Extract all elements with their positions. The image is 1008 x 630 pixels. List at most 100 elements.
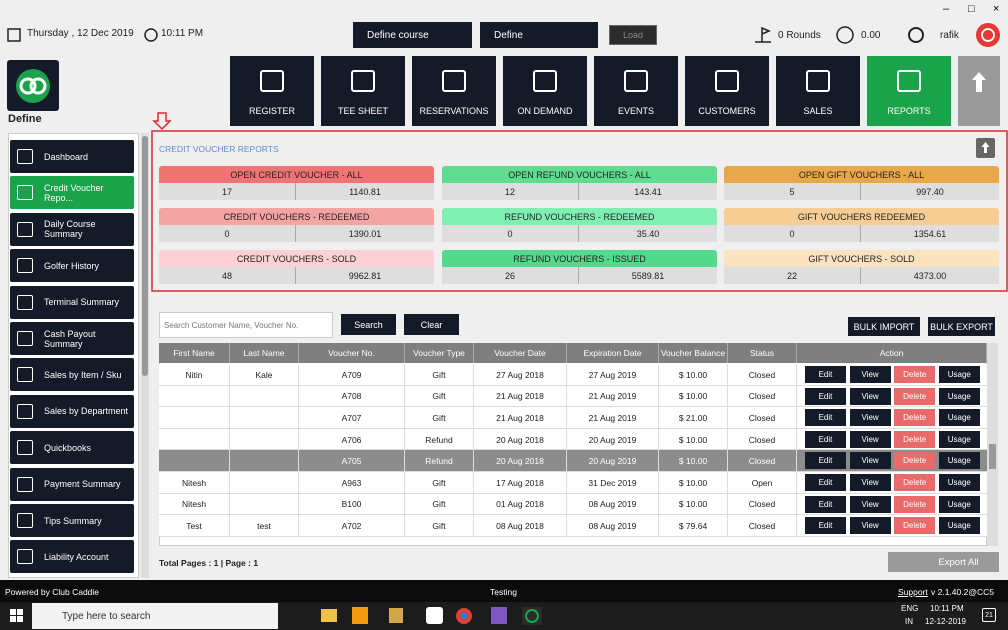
table-cell[interactable] <box>159 407 230 429</box>
table-cell[interactable]: A709 <box>299 364 405 386</box>
table-row[interactable] <box>159 385 987 408</box>
action-button[interactable]: Usage <box>938 409 980 427</box>
action-button[interactable]: Edit <box>805 452 846 470</box>
table-cell[interactable] <box>230 450 299 472</box>
table-cell[interactable]: $ 10.00 <box>659 472 728 494</box>
table-cell[interactable]: $ 79.64 <box>659 515 728 537</box>
table-row[interactable] <box>159 515 987 537</box>
table-header[interactable]: Last Name <box>230 343 299 363</box>
table-cell[interactable]: Test <box>159 515 230 537</box>
table-cell[interactable]: 31 Dec 2019 <box>567 472 659 494</box>
sidebar-item[interactable]: Terminal Summary <box>10 285 134 319</box>
action-button[interactable]: Edit <box>805 366 846 383</box>
table-cell[interactable]: $ 21.00 <box>659 407 728 429</box>
table-cell[interactable]: Nitesh <box>159 493 230 516</box>
table-cell[interactable]: Gift <box>405 493 474 516</box>
nav-tab[interactable]: RESERVATIONS <box>412 56 496 126</box>
action-button[interactable]: Edit <box>805 474 846 491</box>
action-button[interactable]: Usage <box>938 387 980 405</box>
table-cell[interactable]: A702 <box>299 515 405 537</box>
table-cell[interactable]: $ 10.00 <box>659 364 728 386</box>
table-cell[interactable]: 20 Aug 2018 <box>474 428 567 451</box>
action-button[interactable]: View <box>849 474 891 491</box>
table-cell[interactable]: Gift <box>405 515 474 537</box>
table-header[interactable]: First Name <box>159 343 230 363</box>
sidebar-item[interactable]: Payment Summary <box>10 467 134 501</box>
action-button[interactable]: Delete <box>894 430 936 448</box>
action-button[interactable]: View <box>849 517 891 535</box>
table-cell[interactable]: Closed <box>728 450 797 472</box>
table-cell[interactable]: B100 <box>299 493 405 516</box>
action-button[interactable]: Edit <box>805 495 846 513</box>
table-cell[interactable]: A707 <box>299 407 405 429</box>
table-cell[interactable] <box>159 450 230 472</box>
action-button[interactable]: View <box>849 366 891 383</box>
table-cell[interactable]: Nitin <box>159 364 230 386</box>
table-cell[interactable] <box>230 428 299 451</box>
table-cell[interactable]: Open <box>728 472 797 494</box>
table-cell[interactable]: Gift <box>405 472 474 494</box>
table-cell[interactable]: Nitesh <box>159 472 230 494</box>
export-button[interactable]: Export All <box>888 552 999 572</box>
action-button[interactable]: Edit <box>805 430 846 448</box>
table-header[interactable]: Voucher Date <box>474 343 567 363</box>
table-cell[interactable] <box>230 493 299 516</box>
table-cell[interactable]: A963 <box>299 472 405 494</box>
search-button[interactable]: Search <box>341 314 396 335</box>
bulk-export-button[interactable]: BULK EXPORT <box>928 317 995 336</box>
table-cell[interactable]: 21 Aug 2018 <box>474 385 567 408</box>
action-button[interactable]: View <box>849 495 891 513</box>
sidebar-item[interactable]: Sales by Department <box>10 394 134 428</box>
table-cell[interactable]: Gift <box>405 385 474 408</box>
table-header[interactable]: Voucher No. <box>299 343 405 363</box>
table-cell[interactable]: Closed <box>728 515 797 537</box>
action-button[interactable]: Edit <box>805 517 846 535</box>
sidebar-item[interactable]: Quickbooks <box>10 431 134 465</box>
table-cell[interactable]: 08 Aug 2019 <box>567 493 659 516</box>
table-cell[interactable]: Closed <box>728 428 797 451</box>
taskbar-search-input[interactable]: Type here to search <box>32 603 278 629</box>
action-button[interactable]: View <box>849 430 891 448</box>
action-button[interactable]: Usage <box>938 452 980 470</box>
table-cell[interactable]: 27 Aug 2018 <box>474 364 567 386</box>
sidebar-item[interactable]: Sales by Item / Sku <box>10 358 134 392</box>
sidebar-item[interactable]: Tips Summary <box>10 504 134 537</box>
sidebar-item[interactable]: Cash Payout Summary <box>10 322 134 355</box>
nav-tab[interactable]: REGISTER <box>230 56 314 126</box>
nav-tab[interactable]: CUSTOMERS <box>685 56 769 126</box>
action-button[interactable]: Usage <box>938 495 980 513</box>
table-cell[interactable]: A708 <box>299 385 405 408</box>
table-cell[interactable] <box>159 428 230 451</box>
table-row[interactable] <box>159 472 987 494</box>
nav-tab[interactable]: SALES <box>776 56 860 126</box>
table-cell[interactable]: 20 Aug 2018 <box>474 450 567 472</box>
action-button[interactable]: View <box>849 452 891 470</box>
sidebar-item[interactable]: Liability Account <box>10 540 134 574</box>
sidebar-item[interactable]: Credit Voucher Repo... <box>10 176 134 210</box>
table-row[interactable] <box>159 407 987 429</box>
nav-tab[interactable]: REPORTS <box>867 56 951 126</box>
support-link[interactable]: Support <box>898 587 928 597</box>
table-cell[interactable]: $ 10.00 <box>659 428 728 451</box>
table-row[interactable] <box>159 364 987 386</box>
table-header[interactable]: Voucher Balance <box>659 343 728 363</box>
table-cell[interactable]: 21 Aug 2019 <box>567 407 659 429</box>
table-cell[interactable]: 08 Aug 2019 <box>567 515 659 537</box>
table-cell[interactable]: 20 Aug 2019 <box>567 428 659 451</box>
table-cell[interactable]: 08 Aug 2018 <box>474 515 567 537</box>
table-cell[interactable]: Gift <box>405 407 474 429</box>
sidebar-item[interactable]: Golfer History <box>10 249 134 283</box>
action-button[interactable]: Delete <box>894 474 936 491</box>
table-cell[interactable]: Refund <box>405 450 474 472</box>
table-cell[interactable] <box>230 385 299 408</box>
table-cell[interactable]: $ 10.00 <box>659 493 728 516</box>
action-button[interactable]: Usage <box>938 366 980 383</box>
sidebar-item[interactable]: Dashboard <box>10 140 134 173</box>
table-cell[interactable]: test <box>230 515 299 537</box>
nav-tab[interactable]: ON DEMAND <box>503 56 587 126</box>
clear-button[interactable]: Clear <box>404 314 459 335</box>
table-cell[interactable]: 27 Aug 2019 <box>567 364 659 386</box>
action-button[interactable]: Usage <box>938 474 980 491</box>
table-row[interactable] <box>159 428 987 451</box>
table-header[interactable]: Voucher Type <box>405 343 474 363</box>
